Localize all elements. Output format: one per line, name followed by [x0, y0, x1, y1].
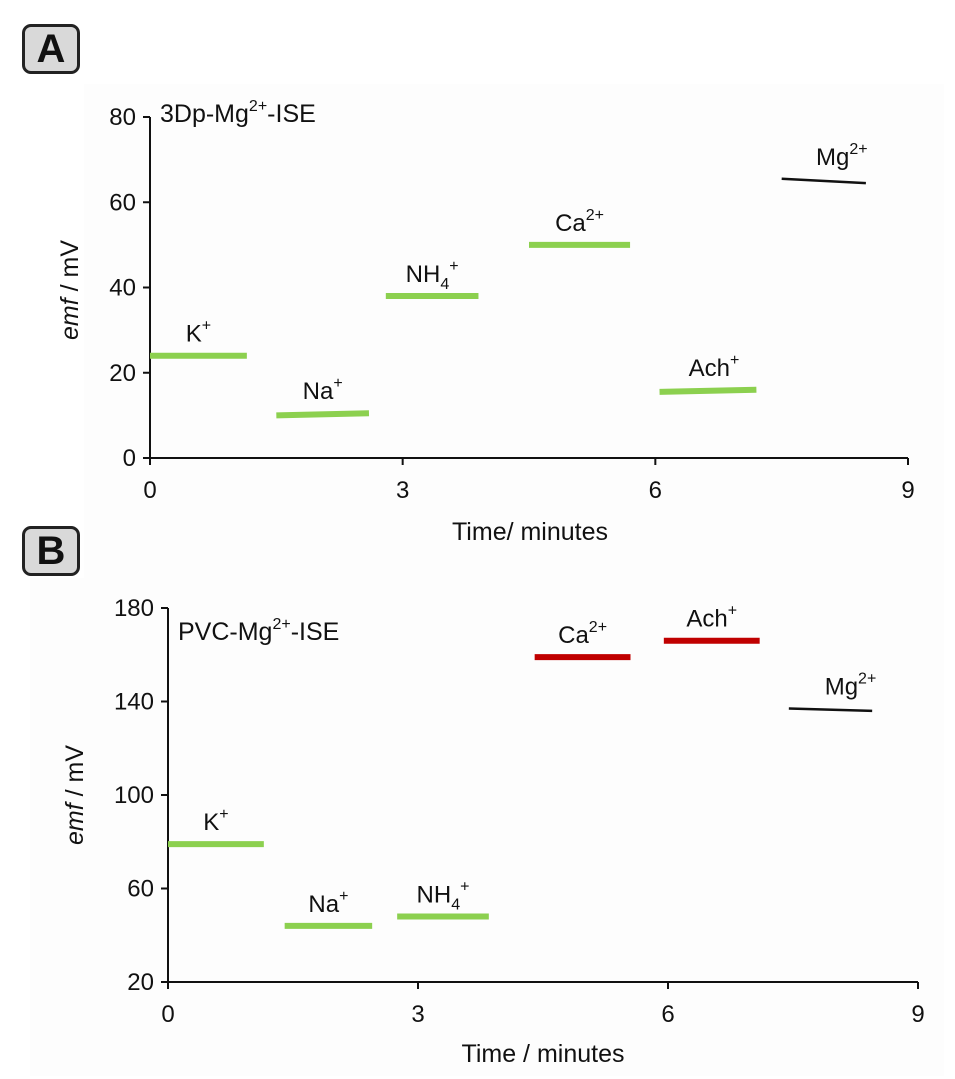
series-line-b-5 — [788, 707, 873, 713]
series-line-a-1 — [276, 410, 370, 419]
chart-b: 20 60 100 140 180 0 3 6 9 Time / minutes emf / mV P… — [61, 595, 925, 1068]
panel-b-background — [30, 578, 944, 1076]
x-tick-label-b-0: 0 — [161, 1001, 174, 1028]
y-axis-title-a: emf / mV — [56, 240, 84, 340]
y-tick-label-b-180: 180 — [114, 595, 154, 622]
x-tick-label-b-6: 6 — [661, 1001, 674, 1028]
x-axis-title-b: Time / minutes — [461, 1040, 624, 1068]
ion-label-a-1: Na+ — [303, 375, 343, 405]
y-tick-label-b-60: 60 — [127, 876, 154, 903]
ion-label-b-3: Ca2+ — [558, 619, 607, 649]
ion-label-b-0: K+ — [203, 806, 228, 836]
x-tick-label-a-9: 9 — [901, 477, 914, 504]
y-tick-label-a-40: 40 — [109, 275, 136, 302]
series-line-a-5 — [781, 177, 866, 185]
chart-a: 0 20 40 60 80 0 3 6 9 Time/ minutes emf / mV 3Dp-Mg… — [56, 98, 915, 546]
series-line-a-4 — [659, 386, 757, 395]
ion-label-a-0: K+ — [186, 318, 211, 348]
x-tick-label-b-3: 3 — [411, 1001, 424, 1028]
x-tick-label-a-0: 0 — [143, 477, 156, 504]
x-axis-title-a: Time/ minutes — [452, 518, 608, 546]
y-tick-label-b-100: 100 — [114, 782, 154, 809]
panel-b-badge: B — [22, 526, 80, 576]
electrode-title-a: 3Dp-Mg2+-ISE — [160, 98, 316, 128]
ion-label-b-4: Ach+ — [686, 603, 737, 633]
y-tick-label-a-0: 0 — [123, 445, 136, 472]
x-tick-label-a-6: 6 — [649, 477, 662, 504]
y-axis-title-b: emf / mV — [61, 745, 89, 845]
panel-a-badge: A — [22, 24, 80, 74]
ion-label-b-2: NH4+ — [417, 879, 470, 914]
y-tick-label-a-80: 80 — [109, 104, 136, 131]
x-tick-label-a-3: 3 — [396, 477, 409, 504]
y-tick-label-a-60: 60 — [109, 189, 136, 216]
ion-label-a-5: Mg2+ — [816, 141, 868, 171]
y-tick-label-b-140: 140 — [114, 689, 154, 716]
panel-a-background — [84, 84, 944, 578]
ion-label-a-2: NH4+ — [406, 258, 459, 293]
ion-label-a-3: Ca2+ — [555, 207, 604, 237]
ion-label-b-5: Mg2+ — [825, 671, 877, 701]
ion-label-a-4: Ach+ — [689, 352, 740, 382]
y-tick-label-a-20: 20 — [109, 360, 136, 387]
ion-label-b-1: Na+ — [308, 888, 348, 918]
electrode-title-b: PVC-Mg2+-ISE — [178, 616, 339, 646]
y-tick-label-b-20: 20 — [127, 969, 154, 996]
x-tick-label-b-9: 9 — [911, 1001, 924, 1028]
